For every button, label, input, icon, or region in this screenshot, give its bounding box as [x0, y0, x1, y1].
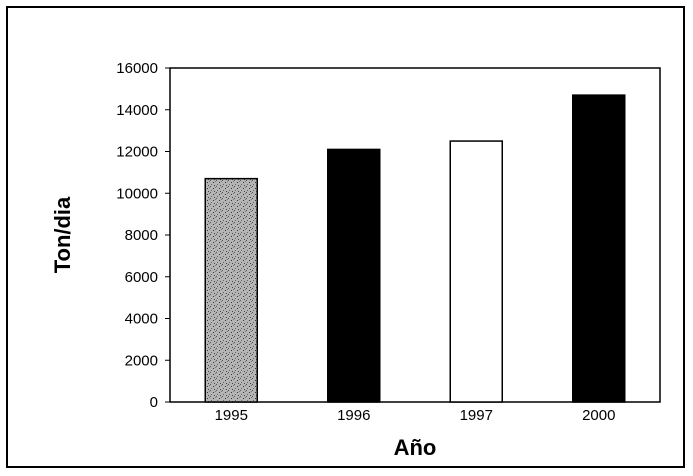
x-tick-label: 1995 [215, 407, 248, 424]
y-tick-label: 8000 [125, 227, 158, 244]
bar-2000 [573, 95, 625, 402]
x-tick-label: 1996 [337, 407, 370, 424]
y-tick-label: 2000 [125, 352, 158, 369]
y-axis-title: Ton/dia [50, 196, 75, 273]
x-axis-tick-labels: 1995 1996 1997 2000 [215, 407, 616, 424]
x-tick-label: 2000 [582, 407, 615, 424]
y-axis-ticks: 0 2000 4000 6000 8000 10000 12000 14000 16000 [116, 60, 170, 411]
x-axis-title: Año [394, 435, 437, 460]
bar-1995 [205, 179, 257, 402]
y-tick-label: 14000 [116, 102, 158, 119]
bar-1996 [328, 149, 380, 402]
bar-1997 [450, 141, 502, 402]
y-tick-label: 4000 [125, 311, 158, 328]
y-tick-label: 10000 [116, 185, 158, 202]
x-tick-label: 1997 [460, 407, 493, 424]
y-tick-label: 12000 [116, 144, 158, 161]
y-tick-label: 16000 [116, 60, 158, 77]
y-tick-label: 0 [150, 394, 158, 411]
y-tick-label: 6000 [125, 269, 158, 286]
